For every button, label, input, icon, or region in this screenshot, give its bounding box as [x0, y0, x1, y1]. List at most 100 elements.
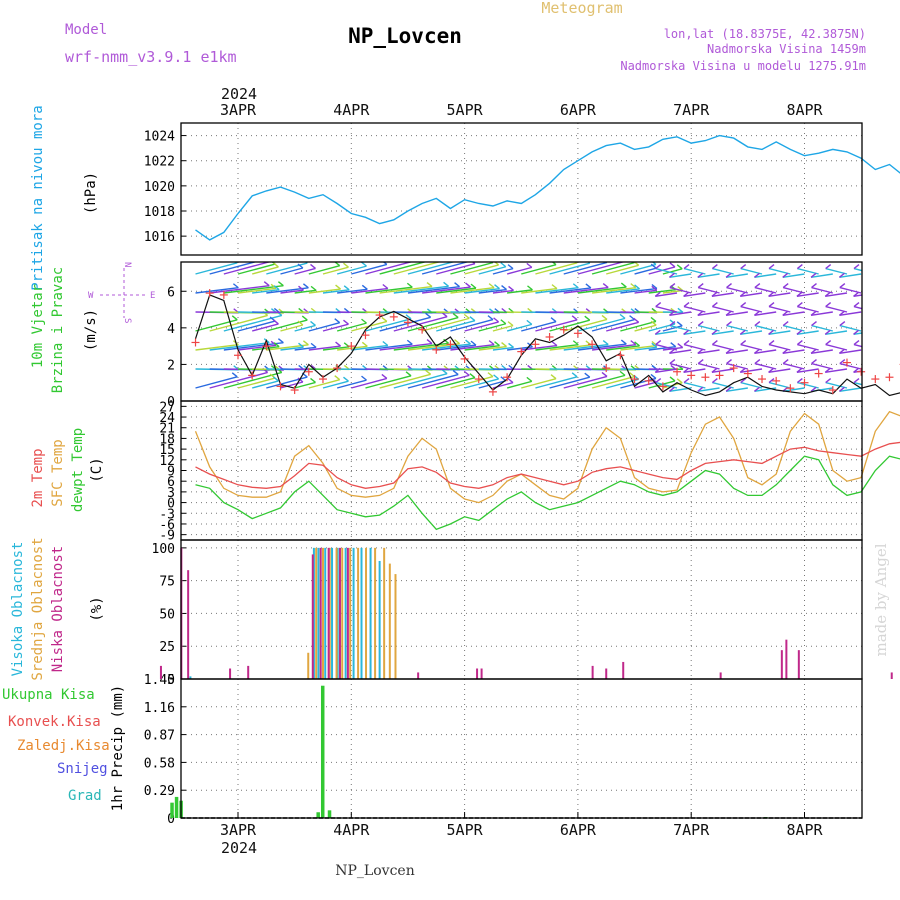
- wind-arrow: [407, 285, 460, 294]
- wind-arrow: [563, 262, 608, 275]
- wind-arrow: [655, 343, 678, 351]
- wind-arrow-head: [782, 283, 789, 289]
- wind-arrow: [322, 266, 349, 275]
- pressure-unit: (hPa): [83, 172, 99, 214]
- wind-arrow: [252, 345, 280, 351]
- wind-arrow: [839, 362, 862, 370]
- y-tick-label: 0: [167, 497, 175, 512]
- wind-arrow: [754, 286, 777, 294]
- wind-arrow-head: [343, 262, 349, 268]
- wind-arrow-head: [697, 283, 704, 289]
- wind-arrow: [209, 371, 268, 389]
- wind-arrow-head: [334, 375, 341, 381]
- wind-arrow: [294, 346, 317, 351]
- wind-arrow-head: [584, 372, 591, 378]
- wind-arrow: [606, 345, 640, 351]
- wind-arrow-head: [630, 340, 637, 346]
- precip-bar: [327, 810, 332, 818]
- wind-arrow: [506, 323, 532, 332]
- wind-arrow: [711, 368, 734, 373]
- wind-arrow: [464, 345, 500, 351]
- wind-arrow-head: [650, 263, 657, 269]
- wind-arrow: [365, 318, 412, 332]
- wind-arrow-head: [571, 372, 578, 378]
- wind-arrow-head: [551, 262, 557, 266]
- wind-arrow: [450, 343, 495, 351]
- wind-arrow-head: [725, 310, 732, 316]
- cloud-bar-low: [591, 665, 594, 679]
- wind-arrow: [662, 289, 683, 294]
- wind-arrow-head: [465, 339, 471, 345]
- wind-arrow-head: [669, 386, 675, 392]
- wind-arrow-head: [740, 340, 747, 346]
- wind-arrow: [379, 342, 433, 351]
- wind-arrow-head: [882, 330, 887, 334]
- wind-arrow: [308, 379, 340, 389]
- wind-arrow-head: [298, 342, 304, 348]
- wind-arrow: [662, 268, 683, 275]
- wind-arrow-head: [301, 315, 308, 321]
- wind-arrow-head: [500, 319, 507, 325]
- wind-arrow-head: [361, 318, 367, 324]
- wind-arrow-head: [853, 329, 859, 335]
- wind-arrow: [754, 273, 777, 278]
- cloud-bar-high: [378, 560, 381, 679]
- wind-arrow-head: [453, 257, 458, 261]
- cloud-ylabel-high: Visoka Oblacnost: [10, 542, 26, 677]
- wind-arrow: [768, 368, 791, 373]
- wind-arrow-head: [796, 367, 803, 373]
- wind-arrow: [698, 324, 720, 332]
- wind-arrow-head: [669, 359, 676, 365]
- wind-arrow-head: [654, 291, 661, 297]
- wind-arrow: [393, 285, 449, 294]
- wind-arrow: [669, 349, 692, 354]
- wind-ylabel-1: 10m Vjetar: [30, 284, 46, 368]
- wind-arrow: [436, 344, 477, 351]
- wind-arrow: [351, 377, 388, 389]
- wind-arrow: [768, 267, 791, 275]
- wind-arrow-head: [584, 315, 591, 321]
- wind-arrow-head: [335, 284, 342, 290]
- cloud-bar-low: [159, 665, 162, 679]
- wind-arrow-head: [725, 348, 732, 354]
- wind-arrow-head: [740, 264, 747, 270]
- wind-arrow-head: [425, 312, 432, 318]
- wind-arrow: [896, 288, 900, 293]
- cloud-bar-mid: [341, 547, 344, 679]
- wind-arrow-head: [676, 264, 683, 270]
- wind-arrow: [811, 362, 833, 370]
- y-tick-label: 50: [159, 607, 175, 622]
- cloud-bar-high: [352, 547, 355, 679]
- wind-arrow: [591, 375, 635, 389]
- wind-arrow-head: [298, 285, 304, 291]
- wind-arrow: [810, 311, 833, 316]
- wind-arrow-head: [272, 262, 279, 268]
- wind-arrow-head: [501, 342, 507, 348]
- wind-arrow-head: [507, 321, 514, 327]
- wind-arrow: [853, 305, 862, 310]
- wind-arrow-head: [633, 262, 640, 266]
- wind-arrow-head: [463, 313, 470, 319]
- wind-arrow-head: [676, 321, 683, 327]
- wind-arrow: [655, 292, 678, 297]
- wind-arrow-head: [669, 348, 675, 354]
- wind-arrow: [754, 362, 777, 370]
- wind-arrow-head: [677, 286, 684, 292]
- wind-arrow: [280, 324, 304, 332]
- model-elevation-text: Nadmorska Visina u modelu 1275.91m: [620, 59, 866, 73]
- wind-arrow: [698, 286, 720, 294]
- wind-arrow-head: [602, 339, 609, 346]
- wind-arrow-head: [273, 285, 280, 291]
- wind-arrow: [620, 320, 657, 332]
- wind-arrow-head: [297, 320, 304, 326]
- wind-arrow-head: [697, 386, 704, 392]
- wind-arrow: [195, 262, 238, 275]
- y-tick-label: 1016: [144, 230, 175, 245]
- wind-arrow: [577, 317, 626, 332]
- wind-arrow-head: [381, 373, 388, 380]
- cloud-bar-low: [346, 547, 349, 679]
- wind-arrow: [648, 345, 676, 351]
- wind-arrow-head: [410, 262, 411, 263]
- wind-arrow-head: [740, 302, 747, 308]
- wind-arrow: [711, 292, 734, 297]
